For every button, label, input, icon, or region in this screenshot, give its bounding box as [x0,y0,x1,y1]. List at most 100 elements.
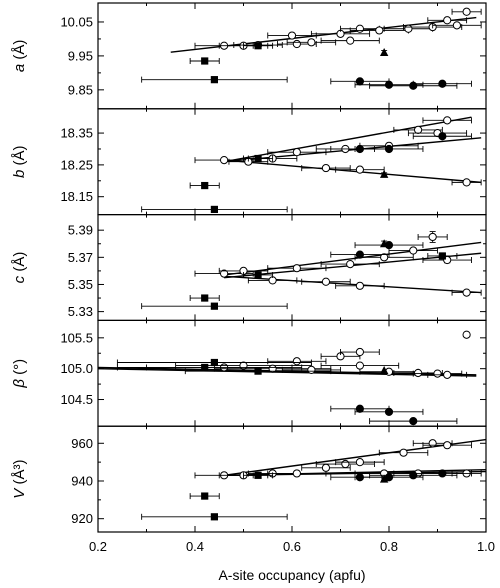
y-axis-label-symbol: c [11,275,28,283]
open-circle-marker [292,39,301,49]
filled-square-marker [210,358,218,367]
open-circle-marker [462,7,471,16]
filled-circle-marker [384,407,394,416]
fit-line [170,16,477,53]
open-circle-marker [462,330,471,339]
open-circle-marker [380,253,389,262]
y-tick-label: 5.37 [68,250,93,265]
filled-circle-marker [409,417,418,426]
open-circle-marker [443,441,452,450]
open-circle-marker [414,368,423,378]
filled-triangle-marker [379,366,389,375]
open-circle-marker [414,125,423,134]
filled-circle-marker [384,80,394,89]
y-axis-label-symbol: b [11,170,28,178]
y-axis-label-symbol: a [11,64,28,72]
open-circle-marker [321,463,331,472]
open-circle-marker [409,246,418,255]
open-circle-marker [443,16,452,25]
y-tick-label: 104.5 [60,392,93,407]
panel-frame-V [97,425,487,533]
filled-square-marker [254,42,262,50]
fit-line [224,159,482,184]
y-tick-label: 5.35 [68,277,93,292]
open-circle-marker [220,156,229,165]
panel-beta: 104.5 105.0 105.5 β (°) [11,319,487,427]
filled-square-marker [201,363,209,372]
y-axis-label-unit: (°) [11,359,28,379]
fit-line [224,137,482,163]
open-circle-marker [355,281,364,290]
open-circle-marker [433,369,442,378]
panel-data-V [141,438,486,521]
open-circle-marker [346,36,355,45]
panel-data-c [141,231,482,310]
fit-line [224,275,482,294]
filled-square-marker [210,302,218,310]
filled-circle-marker [384,241,394,250]
y-tick-label: 5.39 [68,223,93,238]
y-axis-label-unit: (Å) [11,252,28,276]
open-circle-marker [355,165,364,174]
open-circle-marker [355,458,364,467]
y-tick-label: 9.95 [68,48,93,63]
open-circle-marker [292,469,301,478]
open-circle-marker [428,439,437,448]
open-circle-marker [399,448,408,457]
y-tick-label: 18.15 [60,189,93,204]
open-circle-marker [292,264,301,273]
open-circle-marker [428,232,437,242]
fit-line [223,116,472,163]
filled-square-marker [210,205,218,214]
y-tick-label: 920 [71,511,93,526]
open-circle-marker [443,116,452,125]
filled-circle-marker [384,144,394,154]
x-axis: 0.2 0.4 0.6 0.8 1.0 [89,539,495,554]
y-tick-label: 105.5 [60,330,93,345]
y-axis-label-symbol: V [11,487,28,499]
open-circle-marker [462,178,471,187]
open-circle-marker [404,24,413,33]
panel-V: 920 940 960 V (Å³) [11,425,487,533]
y-tick-label: 940 [71,473,93,488]
open-circle-marker [346,260,355,269]
open-circle-marker [292,357,301,366]
x-tick-label: 0.2 [89,539,107,554]
open-circle-marker [355,24,364,33]
open-circle-marker [341,459,350,469]
open-circle-marker [268,364,277,373]
open-circle-marker [321,163,331,173]
panel-data-a [141,7,482,90]
open-circle-marker [375,26,384,35]
x-axis-label: A-site occupancy (apfu) [218,567,365,583]
filled-square-marker [254,367,262,375]
filled-square-marker [254,154,262,163]
filled-triangle-marker [379,474,389,483]
y-tick-label: 105.0 [60,361,93,376]
filled-circle-marker [384,473,394,482]
y-tick-label: 10.05 [60,14,93,29]
open-circle-marker [355,361,364,370]
open-circle-marker [321,277,331,286]
y-axis-label-a: a (Å) [11,40,28,73]
open-circle-marker [462,288,471,297]
filled-square-marker [201,57,209,65]
y-tick-label: 960 [71,436,93,451]
y-tick-label: 9.85 [68,82,93,97]
y-axis-label-b: b (Å) [11,145,28,178]
open-circle-marker [355,347,364,357]
filled-square-marker [254,471,262,479]
open-circle-marker [452,21,461,30]
panel-b: 18.15 18.25 18.35 b (Å) [11,108,487,216]
filled-square-marker [201,181,209,190]
open-circle-marker [443,370,452,379]
panel-c: 5.33 5.35 5.37 5.39 c (Å) [11,214,487,322]
fit-line [224,241,482,276]
panel-data-b [141,116,482,214]
filled-triangle-marker [379,48,389,57]
filled-circle-marker [355,404,364,413]
filled-circle-marker [438,79,447,88]
y-axis-label-unit: (Å) [11,40,28,64]
filled-circle-marker [438,469,447,478]
y-axis-label-symbol: β [11,379,28,389]
